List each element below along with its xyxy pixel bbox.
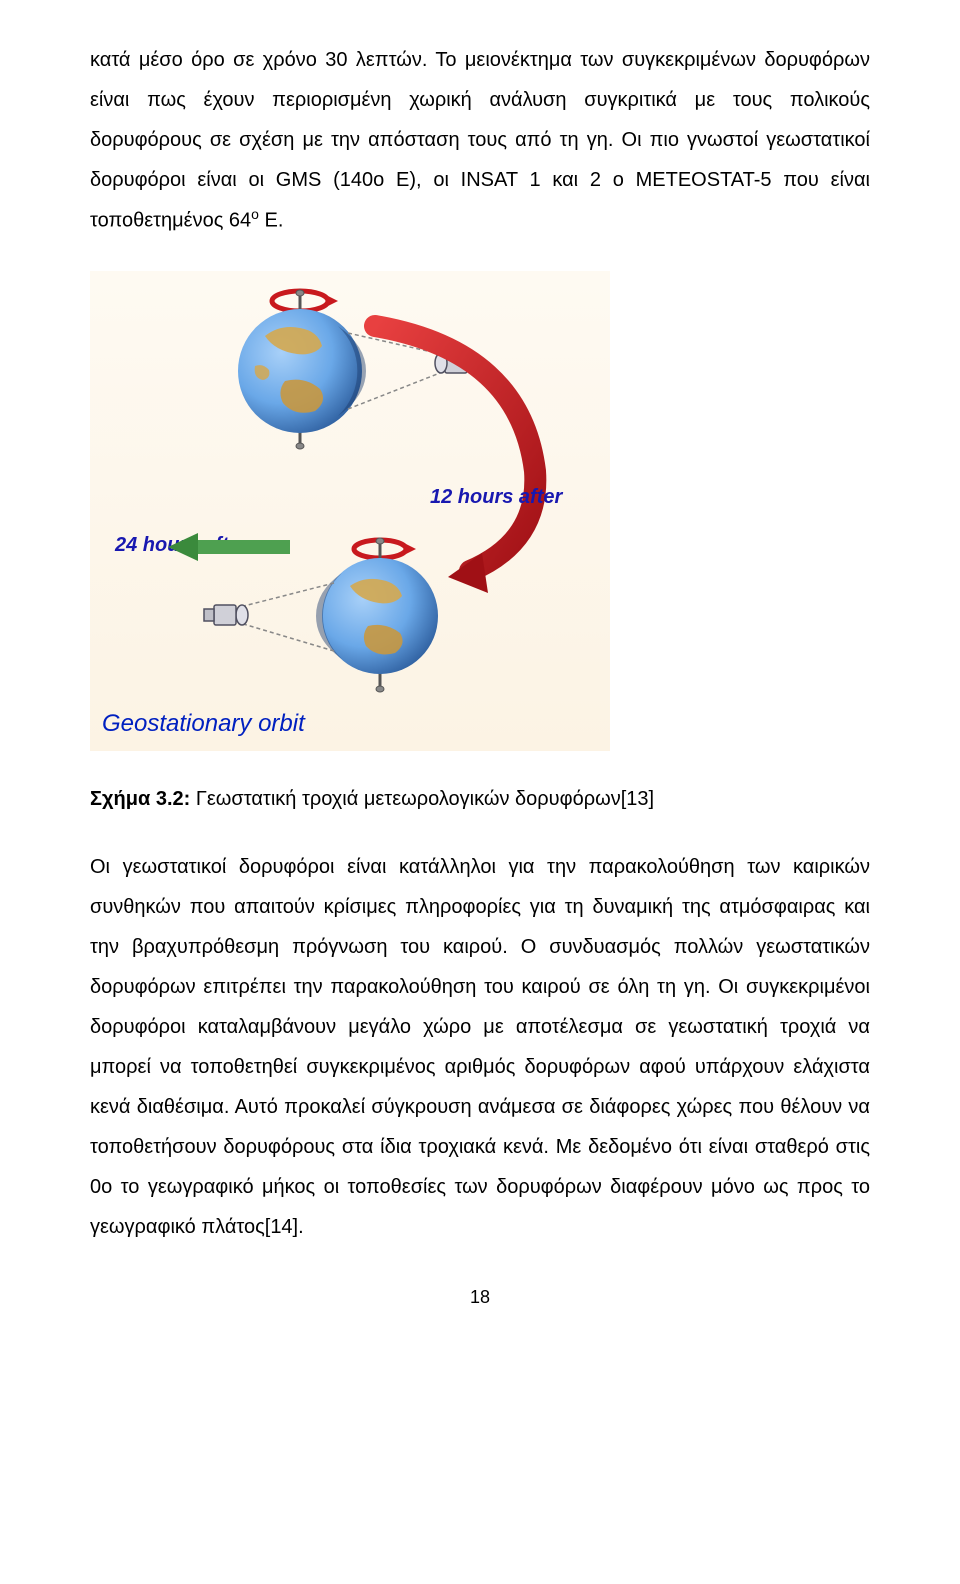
caption-text: Γεωστατική τροχιά μετεωρολογικών δορυφόρ… — [190, 788, 654, 810]
figure-caption: Σχήμα 3.2: Γεωστατική τροχιά μετεωρολογι… — [90, 781, 870, 817]
paragraph-2: Οι γεωστατικοί δορυφόροι είναι κατάλληλο… — [90, 847, 870, 1247]
figure-geostationary-orbit: 12 hours after 24 hours after — [90, 271, 610, 751]
paragraph-1-text: κατά μέσο όρο σε χρόνο 30 λεπτών. Το μει… — [90, 49, 870, 232]
caption-label: Σχήμα 3.2: — [90, 788, 190, 810]
paragraph-1-sup: ο — [251, 206, 259, 222]
label-12-hours: 12 hours after — [430, 486, 563, 508]
paragraph-1-end: Ε. — [259, 210, 283, 232]
geostationary-orbit-svg: 12 hours after 24 hours after — [90, 271, 610, 751]
label-geostationary: Geostationary orbit — [102, 710, 306, 737]
paragraph-1: κατά μέσο όρο σε χρόνο 30 λεπτών. Το μει… — [90, 40, 870, 241]
page-number: 18 — [90, 1287, 870, 1308]
document-page: κατά μέσο όρο σε χρόνο 30 λεπτών. Το μει… — [0, 0, 960, 1368]
